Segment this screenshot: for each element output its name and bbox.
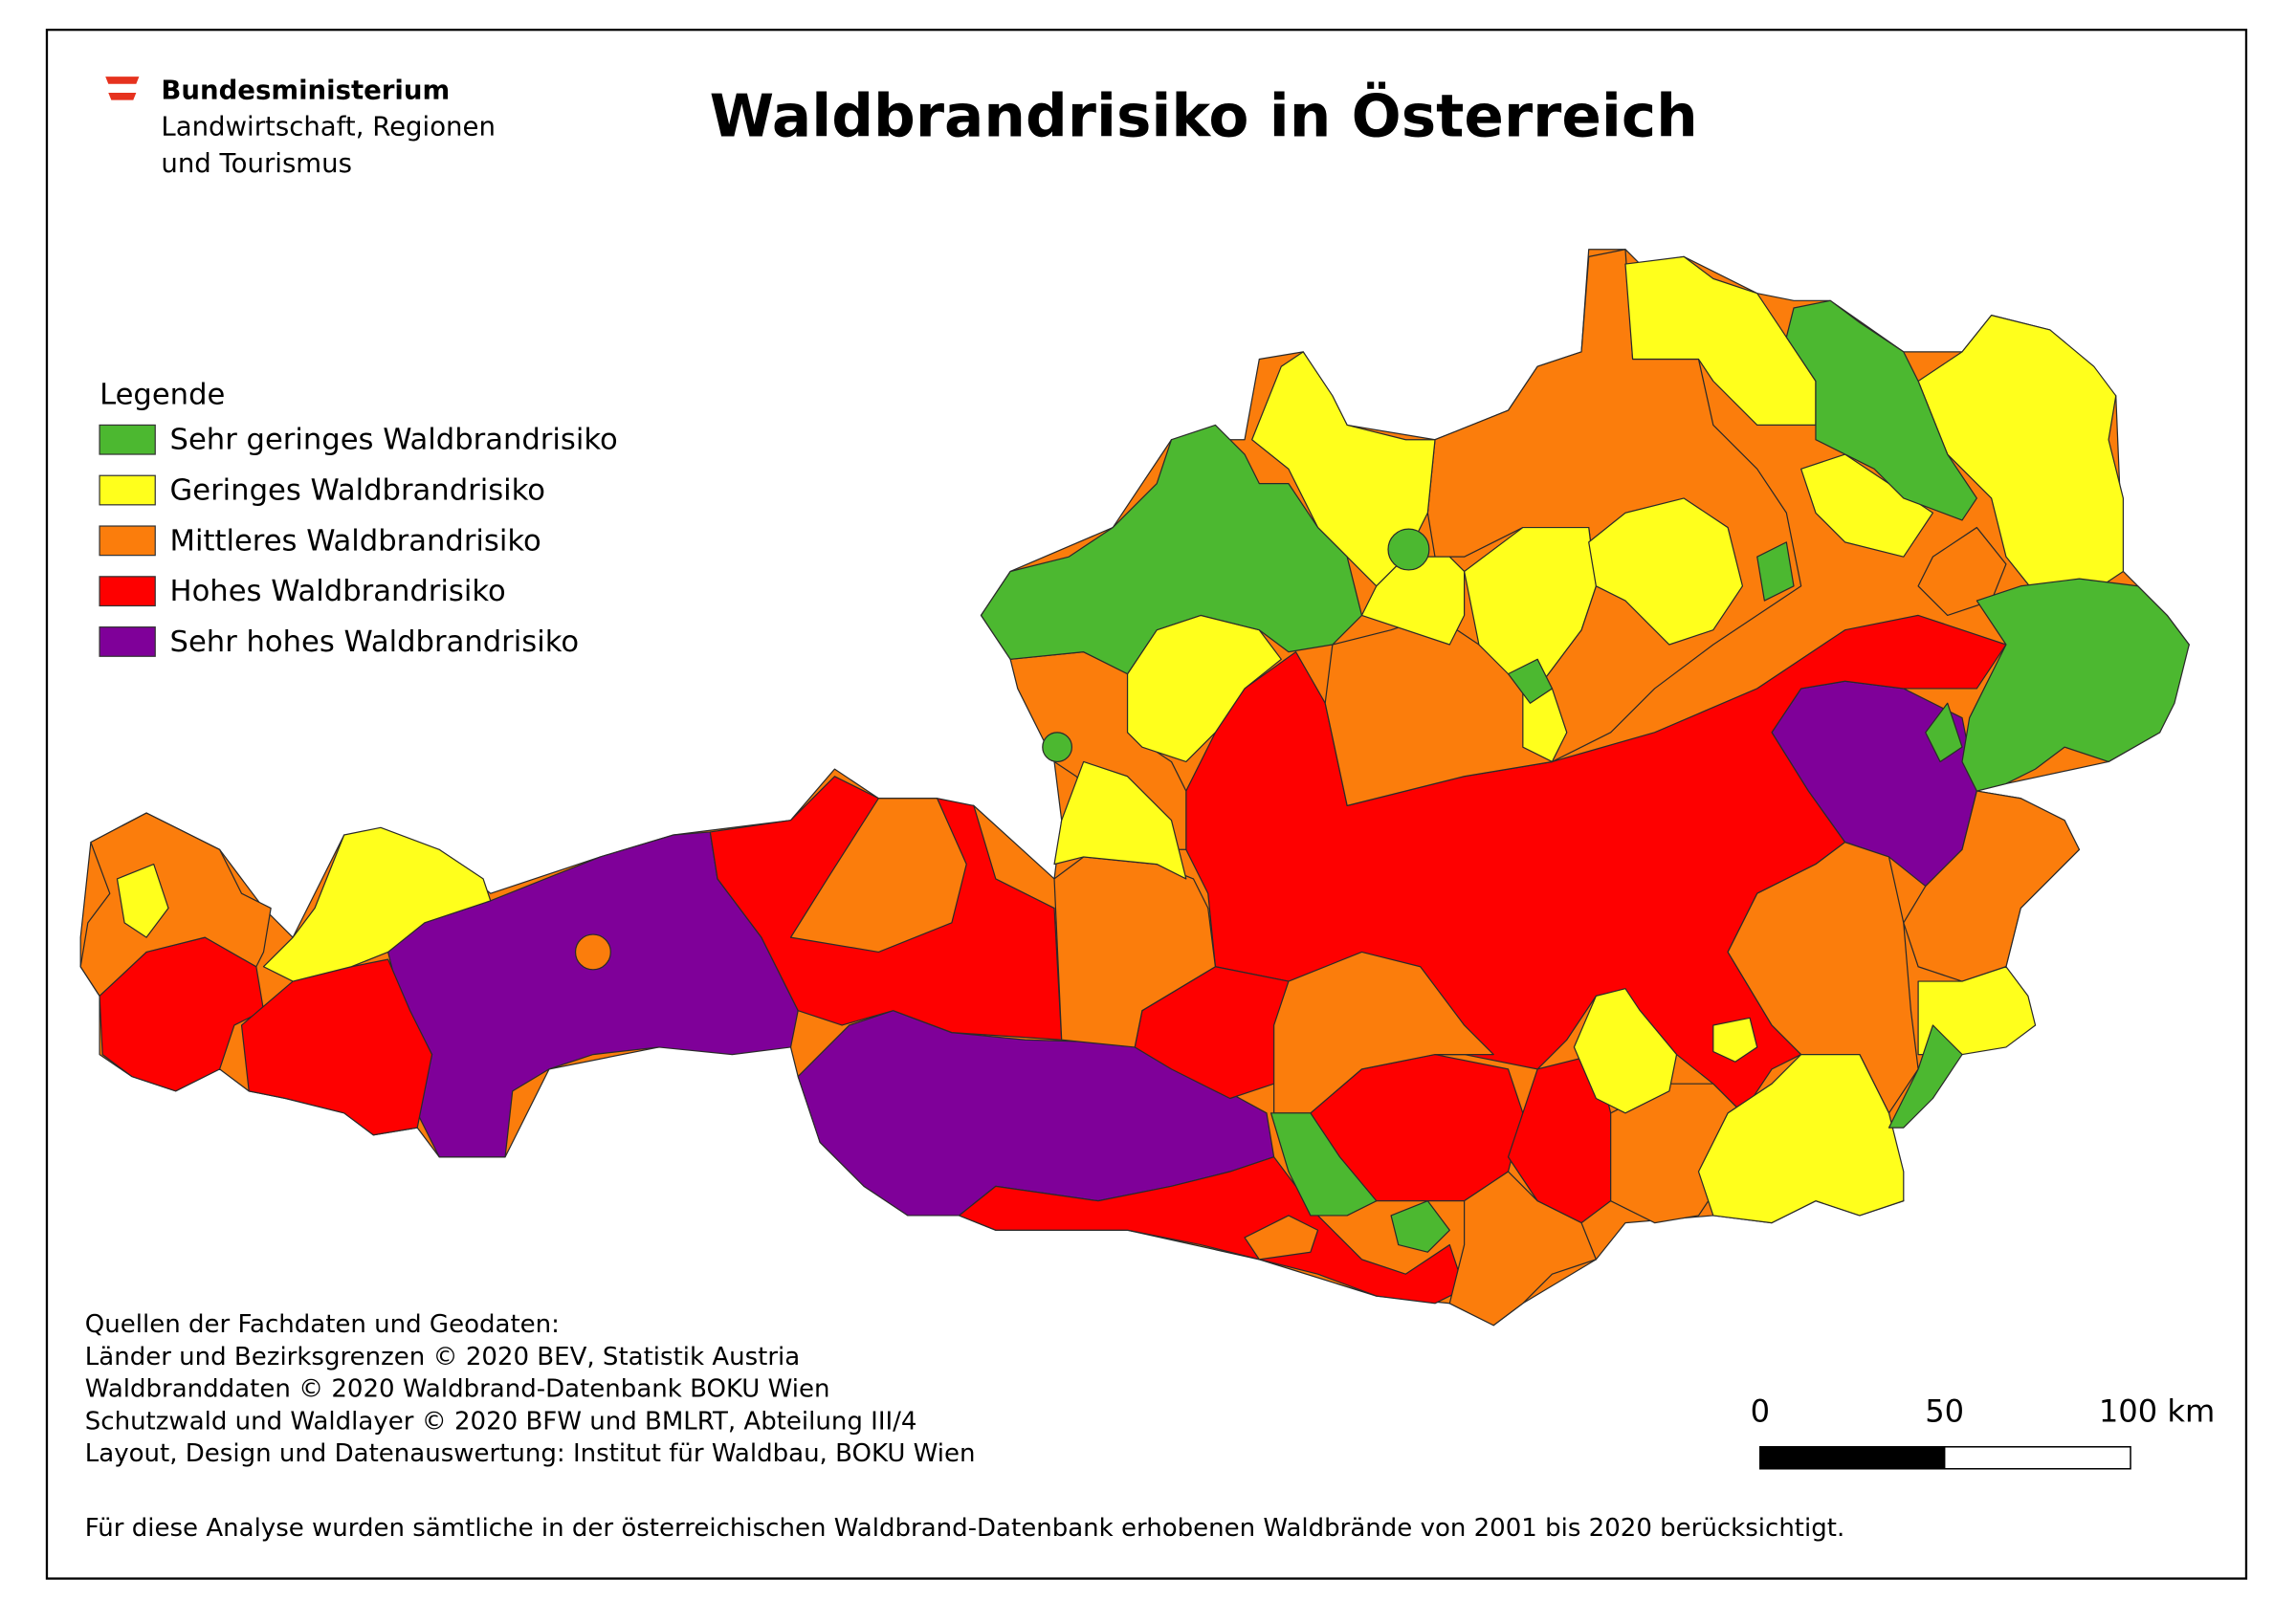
logo-text: Landwirtschaft, Regionen xyxy=(161,112,496,143)
district xyxy=(1712,1017,1758,1063)
sources: Quellen der Fachdaten und Geodaten: Lände… xyxy=(85,1310,976,1468)
legend-swatch xyxy=(99,525,156,557)
logo-flag xyxy=(108,92,137,100)
logo-text: und Tourismus xyxy=(161,148,352,179)
district xyxy=(1360,556,1466,646)
source-line: Layout, Design und Datenauswertung: Inst… xyxy=(85,1439,976,1468)
district xyxy=(1053,760,1187,880)
district xyxy=(1244,1215,1319,1261)
legend-swatch xyxy=(99,576,156,607)
legend-swatch xyxy=(99,626,156,657)
district xyxy=(1269,1112,1378,1217)
legend-label: Geringes Waldbrandrisiko xyxy=(170,474,545,508)
legend-swatch xyxy=(99,474,156,506)
source-line: Quellen der Fachdaten und Geodaten: xyxy=(85,1310,560,1339)
district xyxy=(116,863,169,938)
district xyxy=(1387,528,1430,571)
source-line: Schutzwald und Waldlayer © 2020 BFW und … xyxy=(85,1407,917,1436)
source-line: Länder und Bezirksgrenzen © 2020 BEV, St… xyxy=(85,1343,800,1371)
district xyxy=(1917,315,2124,602)
district xyxy=(1697,1053,1905,1224)
district xyxy=(1448,1171,1597,1327)
district xyxy=(79,812,272,997)
source-line: Waldbranddaten © 2020 Waldbrand-Datenban… xyxy=(85,1375,830,1404)
legend-swatch xyxy=(99,424,156,455)
legend-label: Sehr hohes Waldbrandrisiko xyxy=(170,625,580,659)
district xyxy=(1390,1200,1450,1253)
district xyxy=(387,831,799,1158)
district xyxy=(1463,526,1597,690)
district xyxy=(1042,732,1073,763)
district xyxy=(1756,541,1795,602)
district xyxy=(1800,453,1934,558)
logo-text: Bundesministerium xyxy=(161,75,450,105)
district xyxy=(1573,988,1678,1114)
district xyxy=(1925,702,1963,763)
legend-label: Sehr geringes Waldbrandrisiko xyxy=(170,424,618,457)
district xyxy=(958,1156,1466,1305)
scale-bar xyxy=(1759,1446,1946,1470)
map-title: Waldbrandrisiko in Österreich xyxy=(710,82,1698,151)
scale-bar xyxy=(1943,1446,2131,1470)
footnote: Für diese Analyse wurden sämtliche in de… xyxy=(85,1514,1844,1543)
legend-title: Legende xyxy=(99,378,225,411)
scale-label: 100 km xyxy=(2099,1393,2215,1430)
district xyxy=(1888,1024,1963,1129)
district xyxy=(1507,658,1554,704)
frame xyxy=(45,29,2248,1580)
legend: Legende Sehr geringes Waldbrandrisiko Ger… xyxy=(99,378,618,659)
scale-label: 50 xyxy=(1925,1393,1964,1430)
district xyxy=(980,424,1363,675)
logo-flag xyxy=(105,77,140,84)
district xyxy=(574,933,611,971)
district xyxy=(1588,497,1744,646)
legend-label: Mittleres Waldbrandrisiko xyxy=(170,524,541,558)
district xyxy=(789,798,967,954)
district xyxy=(262,826,492,982)
district xyxy=(1785,299,1977,521)
district xyxy=(1961,578,2190,792)
austria-map xyxy=(79,249,2190,1327)
legend-label: Hohes Waldbrandrisiko xyxy=(170,575,506,608)
scale-label: 0 xyxy=(1751,1393,1770,1430)
